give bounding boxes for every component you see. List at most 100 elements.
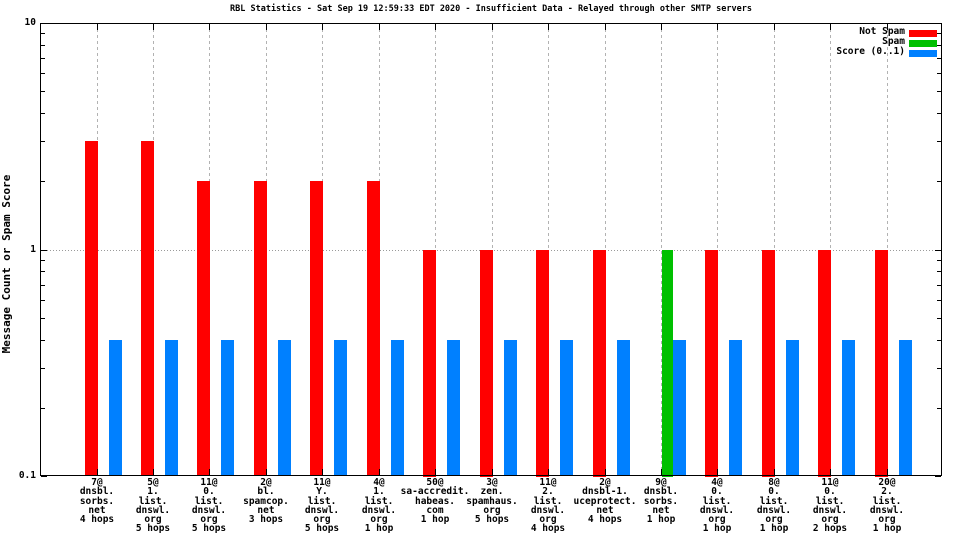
y-minor-tick-right-13: [937, 58, 941, 59]
bar-score-0-1-14: [899, 340, 912, 476]
bar-score-0-1-9: [617, 340, 630, 476]
x-tick-top-3: [266, 24, 267, 30]
y-minor-tick-left-10: [41, 113, 45, 114]
x-tick-bottom-12: [774, 469, 775, 475]
y-minor-tick-left-4: [41, 300, 45, 301]
y-minor-tick-right-15: [937, 33, 941, 34]
y-minor-tick-right-1: [937, 368, 941, 369]
y-minor-tick-left-12: [41, 73, 45, 74]
y-minor-tick-left-0: [41, 408, 45, 409]
bar-not-spam-12: [762, 250, 775, 477]
bar-score-0-1-6: [447, 340, 460, 476]
bar-not-spam-8: [536, 250, 549, 477]
y-major-tick-right-2: [935, 23, 941, 24]
x-tick-bottom-9: [605, 469, 606, 475]
y-major-tick-left-1: [41, 250, 47, 251]
x-tick-top-13: [830, 24, 831, 30]
x-tick-top-7: [492, 24, 493, 30]
category-label-0: 7@ dnsbl. sorbs. net 4 hops: [79, 477, 115, 526]
x-tick-top-0: [97, 24, 98, 30]
bar-score-0-1-1: [165, 340, 178, 476]
legend-label-1: Spam: [882, 36, 905, 47]
gridline-vertical-9: [604, 23, 606, 476]
x-tick-bottom-2: [209, 469, 210, 475]
y-minor-tick-right-3: [937, 318, 941, 319]
y-tick-label-2: 10: [24, 17, 36, 28]
y-minor-tick-right-7: [937, 260, 941, 261]
category-label-6: 50@ sa-accredit. habeas. com 1 hop: [400, 477, 470, 526]
bar-score-0-1-0: [109, 340, 122, 476]
bar-score-0-1-7: [504, 340, 517, 476]
y-minor-tick-right-10: [937, 113, 941, 114]
bar-not-spam-6: [423, 250, 436, 477]
y-major-tick-right-1: [935, 250, 941, 251]
y-tick-label-1: 1: [30, 244, 36, 255]
legend-swatch-2: [909, 50, 937, 57]
y-minor-tick-right-14: [937, 45, 941, 46]
x-tick-bottom-5: [379, 469, 380, 475]
category-label-9: 2@ dnsbl-1. uceprotect. net 4 hops: [573, 477, 637, 526]
y-minor-tick-left-15: [41, 33, 45, 34]
y-minor-tick-left-7: [41, 260, 45, 261]
x-tick-top-2: [209, 24, 210, 30]
x-tick-top-9: [605, 24, 606, 30]
legend-swatch-1: [909, 40, 937, 47]
bar-score-0-1-3: [278, 340, 291, 476]
y-minor-tick-right-9: [937, 141, 941, 142]
bar-score-0-1-2: [221, 340, 234, 476]
bar-score-0-1-13: [842, 340, 855, 476]
category-label-12: 8@ 0. list. dnswl. org 1 hop: [756, 477, 792, 535]
y-minor-tick-left-9: [41, 141, 45, 142]
bar-score-0-1-12: [786, 340, 799, 476]
x-tick-bottom-14: [887, 469, 888, 475]
bar-not-spam-3: [254, 181, 267, 476]
category-label-1: 5@ 1. list. dnswl. org 5 hops: [135, 477, 171, 535]
gridline-vertical-10: [661, 23, 662, 476]
x-tick-bottom-1: [153, 469, 154, 475]
x-tick-top-4: [322, 24, 323, 30]
x-tick-top-6: [435, 24, 436, 30]
gridline-vertical-14: [886, 23, 888, 476]
bar-score-0-1-8: [560, 340, 573, 476]
y-minor-tick-left-5: [41, 285, 45, 286]
x-tick-top-14: [887, 24, 888, 30]
category-label-11: 4@ 0. list. dnswl. org 1 hop: [699, 477, 735, 535]
y-major-tick-left-2: [41, 23, 47, 24]
y-tick-label-0: 0.1: [18, 470, 36, 481]
category-label-8: 11@ 2. list. dnswl. org 4 hops: [530, 477, 566, 535]
y-minor-tick-right-4: [937, 300, 941, 301]
x-tick-bottom-4: [322, 469, 323, 475]
bar-not-spam-2: [197, 181, 210, 476]
gridline-vertical-6: [435, 23, 437, 476]
chart-title: RBL Statistics - Sat Sep 19 12:59:33 EDT…: [230, 4, 752, 14]
category-label-10: 9@ dnsbl. sorbs. net 1 hop: [643, 477, 679, 526]
x-tick-bottom-13: [830, 469, 831, 475]
bar-score-0-1-10: [673, 340, 686, 476]
category-label-14: 20@ 2. list. dnswl. org 1 hop: [869, 477, 905, 535]
x-tick-top-11: [717, 24, 718, 30]
gridline-vertical-13: [830, 23, 832, 476]
y-minor-tick-left-1: [41, 368, 45, 369]
y-minor-tick-left-2: [41, 340, 45, 341]
y-minor-tick-left-13: [41, 58, 45, 59]
bar-score-0-1-11: [729, 340, 742, 476]
gridline-vertical-12: [773, 23, 775, 476]
y-minor-tick-right-12: [937, 73, 941, 74]
x-tick-top-5: [379, 24, 380, 30]
x-tick-top-8: [548, 24, 549, 30]
category-label-13: 11@ 0. list. dnswl. org 2 hops: [812, 477, 848, 535]
category-label-5: 4@ 1. list. dnswl. org 1 hop: [361, 477, 397, 535]
x-tick-bottom-6: [435, 469, 436, 475]
bar-not-spam-7: [480, 250, 493, 477]
bar-not-spam-9: [593, 250, 606, 477]
y-major-tick-right-0: [935, 476, 941, 477]
x-tick-bottom-7: [492, 469, 493, 475]
y-minor-tick-right-11: [937, 91, 941, 92]
y-minor-tick-right-0: [937, 408, 941, 409]
category-label-3: 2@ bl. spamcop. net 3 hops: [243, 477, 289, 526]
x-tick-bottom-3: [266, 469, 267, 475]
y-minor-tick-left-11: [41, 91, 45, 92]
y-minor-tick-left-6: [41, 271, 45, 272]
